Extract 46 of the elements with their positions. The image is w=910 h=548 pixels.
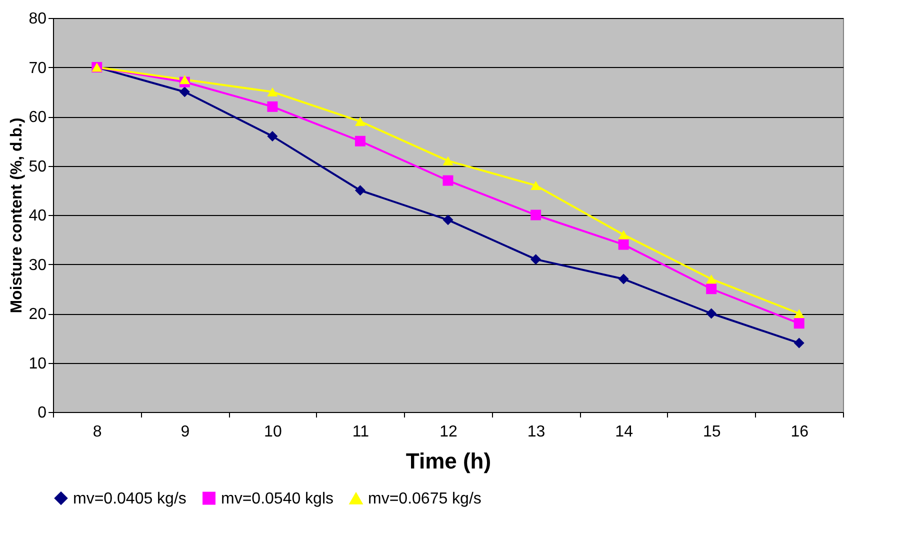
y-tick-label: 60 xyxy=(28,109,47,126)
point xyxy=(354,136,366,146)
point xyxy=(442,214,454,226)
legend-label: mv=0.0675 kg/s xyxy=(368,490,482,508)
point xyxy=(618,230,629,240)
x-tick-label: 11 xyxy=(352,424,370,440)
point xyxy=(267,101,278,112)
x-tick-label: 15 xyxy=(702,424,721,440)
point xyxy=(618,274,629,284)
x-tick-label: 13 xyxy=(527,424,546,440)
point xyxy=(354,185,366,196)
legend-label: mv=0.0405 kg/s xyxy=(73,490,186,508)
y-tick-label: 30 xyxy=(28,256,47,274)
y-tick-label: 0 xyxy=(38,404,47,422)
y-tick-label: 50 xyxy=(28,158,47,176)
x-axis-title: Time (h) xyxy=(406,448,492,474)
point xyxy=(267,130,278,142)
point xyxy=(179,86,190,98)
y-axis-title: Moisture content (%, d.b.) xyxy=(8,118,26,314)
y-tick-label: 70 xyxy=(28,60,47,77)
y-tick-label: 80 xyxy=(28,10,47,28)
point xyxy=(179,75,190,84)
point xyxy=(530,254,542,265)
y-tick-label: 10 xyxy=(28,355,47,372)
x-tick-label: 12 xyxy=(440,424,458,440)
x-tick-label: 9 xyxy=(180,424,190,440)
point xyxy=(442,156,454,166)
point xyxy=(530,210,542,220)
point xyxy=(442,175,454,186)
point xyxy=(354,116,366,126)
point xyxy=(706,274,717,284)
x-tick-label: 8 xyxy=(92,424,102,440)
legend-label: mv=0.0540 kgls xyxy=(221,490,334,508)
point xyxy=(267,87,278,96)
point xyxy=(706,284,717,294)
point xyxy=(794,318,804,329)
y-tick-label: 20 xyxy=(28,306,47,323)
point xyxy=(706,308,717,319)
y-tick-label: 40 xyxy=(28,208,47,224)
x-tick-label: 10 xyxy=(264,424,282,440)
point xyxy=(794,308,804,318)
x-tick-label: 14 xyxy=(615,424,634,440)
point xyxy=(794,338,804,348)
point xyxy=(618,239,629,250)
point xyxy=(530,180,542,190)
x-tick-label: 16 xyxy=(790,424,809,440)
